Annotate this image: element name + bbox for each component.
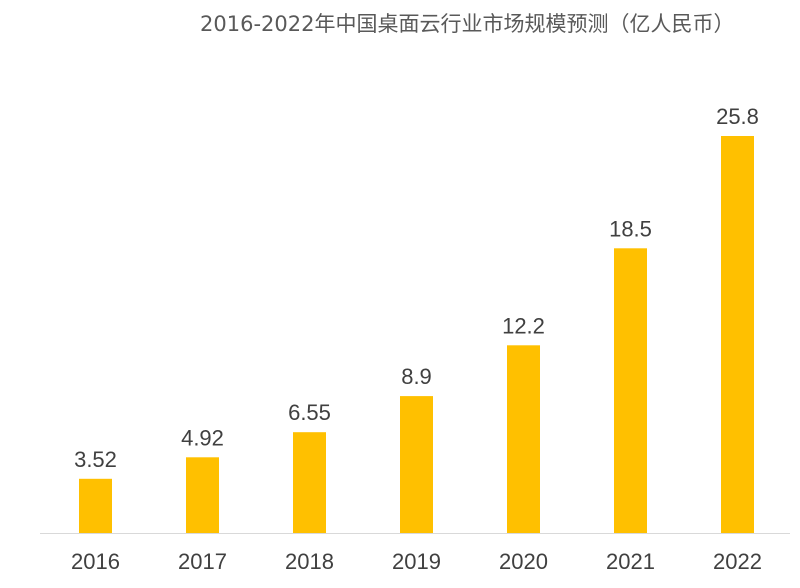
value-labels-group: 3.52 4.92 6.55 8.9 12.2 18.5 25.8: [74, 104, 759, 472]
bar-2022: [721, 136, 754, 533]
bar-2021: [614, 248, 647, 534]
x-tick-label-2020: 2020: [499, 549, 548, 574]
bar-2020: [507, 345, 540, 533]
value-label-2016: 3.52: [74, 447, 117, 472]
x-tick-label-2018: 2018: [285, 549, 334, 574]
x-tick-label-2017: 2017: [178, 549, 227, 574]
value-label-2021: 18.5: [609, 216, 652, 241]
bars-group: [79, 136, 754, 534]
x-tick-label-2022: 2022: [713, 549, 762, 574]
bar-2017: [186, 457, 219, 533]
x-tick-label-2016: 2016: [71, 549, 120, 574]
bar-2016: [79, 478, 112, 533]
value-label-2020: 12.2: [502, 313, 545, 338]
bar-2019: [400, 396, 433, 533]
chart-title: 2016-2022年中国桌面云行业市场规模预测（亿人民币）: [200, 12, 735, 36]
value-label-2022: 25.8: [716, 104, 759, 129]
x-tick-label-2021: 2021: [606, 549, 655, 574]
value-label-2019: 8.9: [401, 364, 432, 389]
bar-2018: [293, 432, 326, 533]
x-tick-labels-group: 2016 2017 2018 2019 2020 2021 2022: [71, 549, 762, 574]
value-label-2018: 6.55: [288, 400, 331, 425]
value-label-2017: 4.92: [181, 425, 224, 450]
x-tick-label-2019: 2019: [392, 549, 441, 574]
